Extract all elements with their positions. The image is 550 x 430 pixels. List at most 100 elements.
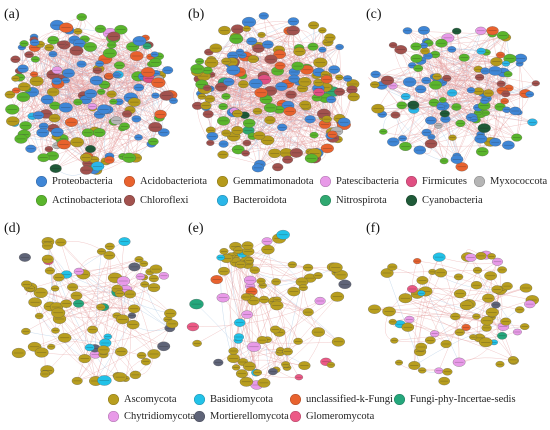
- legend-swatch: [406, 176, 417, 187]
- network-edge: [383, 123, 461, 136]
- network-panel-f: [368, 249, 539, 386]
- legend-item-mortierellomycota: Mortierellomycota: [194, 411, 289, 422]
- network-panel-a: [4, 13, 178, 176]
- network-edge: [212, 49, 323, 137]
- network-panel-e: [186, 229, 352, 390]
- network-edge: [256, 372, 299, 378]
- legend-item-unclassified-k-fungi: unclassified-k-Fungi: [290, 394, 393, 405]
- network-edge: [60, 242, 96, 382]
- network-edge: [121, 284, 145, 352]
- network-edge: [222, 297, 288, 368]
- legend-item-chytridiomycota: Chytridiomycota: [108, 411, 195, 422]
- legend-item-chloroflexi: Chloroflexi: [124, 195, 188, 206]
- network-panel-c: [368, 26, 540, 172]
- network-edge: [261, 34, 312, 159]
- legend-swatch: [406, 195, 417, 206]
- node-group: [368, 250, 539, 386]
- legend-swatch: [217, 176, 228, 187]
- network-edge: [104, 292, 120, 381]
- legend-label: Proteobacteria: [52, 176, 113, 187]
- legend-label: Nitrospirota: [336, 195, 387, 206]
- node-group: [370, 26, 540, 172]
- legend-swatch: [36, 176, 47, 187]
- legend-label: Firmicutes: [422, 176, 467, 187]
- legend-swatch: [36, 195, 47, 206]
- legend-swatch: [124, 195, 135, 206]
- network-edge: [87, 100, 174, 157]
- network-edge: [419, 256, 440, 352]
- network-edge: [109, 37, 146, 161]
- legend-label: Myxococcota: [490, 176, 548, 187]
- network-edge: [78, 271, 171, 314]
- node-group: [11, 237, 179, 386]
- network-edge: [41, 263, 145, 353]
- panel-label-d: (d): [4, 221, 21, 236]
- legend-label: Basidiomycota: [210, 394, 273, 405]
- network-edge: [245, 135, 331, 154]
- network-edge: [39, 44, 47, 114]
- network-edge: [247, 264, 334, 269]
- network-edge: [438, 270, 478, 371]
- legend-label: Fungi-phy-Incertae-sedis: [410, 394, 516, 405]
- legend-swatch: [474, 176, 485, 187]
- legend-item-firmicutes: Firmicutes: [406, 176, 467, 187]
- network-edge: [245, 28, 258, 112]
- network-edge: [223, 297, 309, 313]
- network-edge: [492, 33, 499, 142]
- panel-label-b: (b): [188, 7, 205, 22]
- legend-item-bacteroidota: Bacteroidota: [217, 195, 287, 206]
- network-edge: [280, 300, 321, 351]
- network-edge: [223, 271, 255, 347]
- network-edge: [199, 78, 333, 133]
- legend-swatch: [194, 394, 205, 405]
- legend-label: Mortierellomycota: [210, 411, 289, 422]
- network-edge: [44, 271, 151, 375]
- legend-item-ascomycota: Ascomycota: [108, 394, 177, 405]
- legend-swatch: [108, 394, 119, 405]
- network-edge: [438, 257, 460, 363]
- legend-item-patescibacteria: Patescibacteria: [320, 176, 399, 187]
- network-edge: [425, 291, 520, 311]
- network-edge: [34, 271, 151, 348]
- network-edge: [254, 267, 309, 276]
- legend-swatch: [108, 411, 119, 422]
- network-edge: [24, 76, 145, 135]
- network-panel-b: [190, 12, 360, 173]
- network-edge: [479, 261, 498, 338]
- legend-label: unclassified-k-Fungi: [306, 394, 393, 405]
- network-edge: [259, 95, 321, 165]
- network-edge: [66, 274, 170, 329]
- network-edge: [208, 51, 307, 107]
- network-edge: [223, 271, 234, 352]
- legend-label: Patescibacteria: [336, 176, 399, 187]
- network-edge: [211, 21, 294, 60]
- network-edge: [222, 154, 260, 165]
- network-edge: [210, 130, 337, 144]
- legend-swatch: [290, 394, 301, 405]
- network-panel-d: [11, 237, 179, 386]
- edge-group: [374, 249, 533, 373]
- legend-swatch: [217, 195, 228, 206]
- node-group: [190, 12, 360, 173]
- network-edge: [407, 261, 498, 328]
- network-edge: [445, 261, 498, 345]
- node-group: [4, 13, 178, 175]
- network-edge: [480, 30, 537, 84]
- legend-item-acidobacteriota: Acidobacteriota: [124, 176, 207, 187]
- legend-label: Cyanobacteria: [422, 195, 483, 206]
- network-edge: [95, 284, 145, 382]
- network-edge: [395, 114, 445, 162]
- network-edge: [113, 45, 148, 122]
- network-edge: [55, 132, 164, 169]
- network-edge: [447, 37, 510, 89]
- network-edge: [230, 255, 257, 373]
- network-edge: [53, 87, 139, 93]
- legend-item-glomeromycota: Glomeromycota: [290, 411, 374, 422]
- panel-label-f: (f): [366, 221, 380, 236]
- network-edge: [192, 300, 321, 328]
- panel-label-c: (c): [366, 7, 382, 22]
- network-edge: [413, 256, 440, 366]
- legend-item-myxococcota: Myxococcota: [474, 176, 547, 187]
- legend-item-basidiomycota: Basidiomycota: [194, 394, 273, 405]
- network-edge: [407, 30, 484, 94]
